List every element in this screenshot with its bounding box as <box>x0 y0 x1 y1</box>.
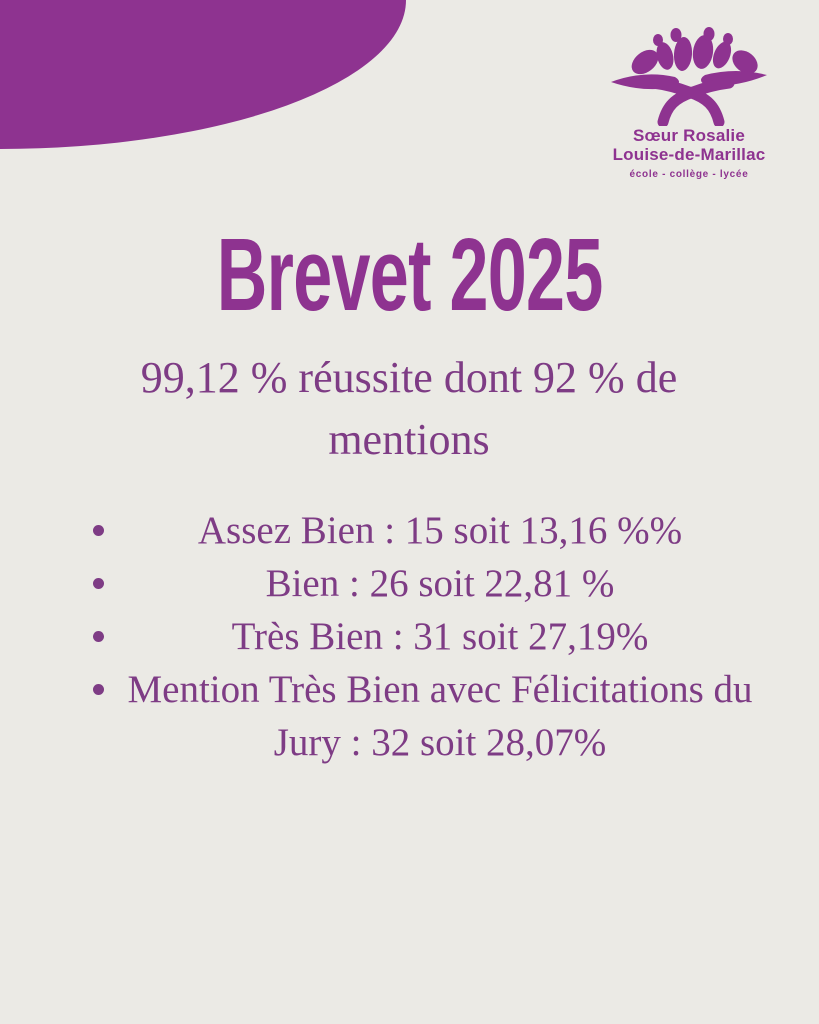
list-item-tres-bien: Très Bien : 31 soit 27,19% <box>93 610 760 663</box>
school-name-line2: Louise-de-Marillac <box>612 145 766 164</box>
list-item-felicitations: Mention Très Bien avec Félicitations du … <box>93 663 760 769</box>
list-item-assez-bien: Assez Bien : 15 soit 13,16 %% <box>93 504 760 557</box>
list-item-bien: Bien : 26 soit 22,81 % <box>93 557 760 610</box>
school-logo-icon <box>611 27 767 126</box>
school-logo: Sœur Rosalie Louise-de-Marillac école - … <box>594 26 784 180</box>
page-title: Brevet 2025 <box>216 217 603 332</box>
results-summary: 99,12 % réussite dont 92 % de mentions <box>140 353 678 464</box>
school-name-line1: Sœur Rosalie <box>633 126 745 145</box>
school-tagline: école - collège - lycée <box>629 169 749 180</box>
mentions-list: Assez Bien : 15 soit 13,16 %% Bien : 26 … <box>93 504 760 769</box>
corner-accent-shape <box>0 0 406 149</box>
title-container: Brevet 2025 <box>0 217 819 332</box>
